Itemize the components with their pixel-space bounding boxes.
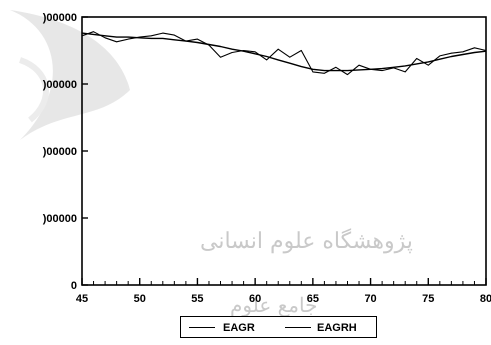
data-point-eagrh — [104, 35, 106, 37]
data-point-eagrh — [474, 52, 475, 53]
data-point-eagrh — [81, 32, 83, 34]
data-point-eagrh — [381, 68, 383, 69]
data-point-eagr — [231, 52, 233, 53]
data-point-eagrh — [358, 69, 360, 71]
data-point-eagrh — [324, 70, 325, 71]
data-point-eagr — [81, 35, 83, 37]
legend-swatch-eagr — [189, 327, 215, 328]
y-axis: 0 )00000 )00000 )00000 )00000 — [43, 12, 88, 292]
data-point-eagr — [220, 56, 221, 58]
y-tick-label: )00000 — [43, 213, 77, 225]
data-point-eagrh — [427, 61, 429, 63]
legend-label-eagr: EAGR — [223, 322, 255, 334]
data-point-eagr — [93, 31, 94, 33]
data-point-eagr — [254, 51, 256, 53]
series-line-eagr — [81, 31, 487, 76]
data-point-eagr — [197, 38, 198, 40]
data-point-eagrh — [289, 62, 291, 64]
data-point-eagr — [335, 66, 337, 68]
data-point-eagr — [347, 74, 348, 76]
legend-label-eagrh: EAGRH — [317, 322, 357, 334]
data-point-eagrh — [450, 56, 452, 57]
data-point-eagrh — [370, 68, 371, 70]
data-point-eagr — [474, 47, 475, 49]
series-lines — [81, 31, 487, 76]
x-tick-label: 70 — [364, 293, 376, 305]
x-tick-label: 45 — [76, 293, 88, 305]
data-point-eagrh — [393, 66, 395, 68]
data-point-eagrh — [462, 54, 464, 55]
data-point-eagr — [381, 70, 383, 71]
data-point-eagrh — [312, 68, 314, 70]
data-point-eagr — [277, 48, 279, 50]
data-point-eagrh — [439, 58, 441, 60]
data-point-eagrh — [220, 46, 221, 47]
x-tick-label: 80 — [480, 293, 491, 305]
data-point-eagr — [104, 37, 106, 39]
data-point-eagrh — [197, 42, 198, 43]
data-point-eagrh — [173, 39, 175, 41]
data-point-eagr — [266, 59, 268, 61]
y-tick-label: )00000 — [43, 79, 77, 91]
data-point-eagrh — [404, 65, 406, 67]
legend: EAGR EAGRH — [180, 316, 377, 338]
data-point-eagrh — [139, 37, 141, 39]
data-point-eagr — [312, 71, 314, 73]
data-point-eagr — [404, 71, 406, 73]
plot-area-frame — [81, 16, 487, 286]
data-point-eagrh — [300, 66, 302, 67]
x-tick-label: 75 — [422, 293, 434, 305]
legend-swatch-eagrh — [285, 327, 311, 328]
data-point-eagrh — [485, 50, 487, 52]
data-point-eagrh — [254, 53, 256, 55]
x-tick-label: 50 — [134, 293, 146, 305]
y-tick-label: )00000 — [43, 12, 77, 24]
data-point-eagr — [127, 38, 129, 40]
data-point-eagr — [439, 55, 441, 57]
data-point-eagr — [116, 41, 118, 43]
data-point-eagrh — [116, 36, 118, 38]
data-point-eagrh — [277, 59, 279, 61]
data-point-eagrh — [185, 40, 187, 42]
data-point-eagrh — [150, 38, 152, 39]
y-tick-label: 0 — [71, 280, 77, 292]
data-point-eagr — [173, 34, 175, 36]
data-point-eagr — [150, 35, 152, 37]
data-point-eagrh — [335, 70, 337, 71]
data-point-eagr — [300, 50, 302, 51]
x-tick-label: 60 — [249, 293, 261, 305]
data-point-eagr — [462, 51, 464, 53]
data-point-eagrh — [266, 56, 268, 57]
data-point-eagrh — [127, 36, 129, 38]
data-point-eagr — [289, 56, 291, 58]
data-point-eagrh — [208, 44, 210, 45]
data-point-eagrh — [416, 63, 418, 65]
y-tick-label: )00000 — [43, 146, 77, 158]
data-point-eagr — [162, 32, 164, 34]
data-point-eagrh — [347, 70, 348, 71]
data-point-eagr — [450, 52, 452, 54]
x-axis: 45 50 55 60 65 70 75 80 — [76, 278, 491, 305]
data-point-eagrh — [93, 34, 94, 35]
series-line-eagrh — [81, 32, 487, 72]
data-point-eagrh — [243, 50, 245, 52]
data-point-eagr — [416, 58, 418, 59]
data-point-eagrh — [162, 38, 164, 39]
data-point-eagr — [324, 72, 325, 74]
data-point-eagr — [358, 64, 360, 66]
x-tick-label: 55 — [191, 293, 203, 305]
x-tick-label: 65 — [307, 293, 319, 305]
data-point-eagrh — [231, 48, 233, 50]
data-point-eagr — [427, 64, 429, 66]
